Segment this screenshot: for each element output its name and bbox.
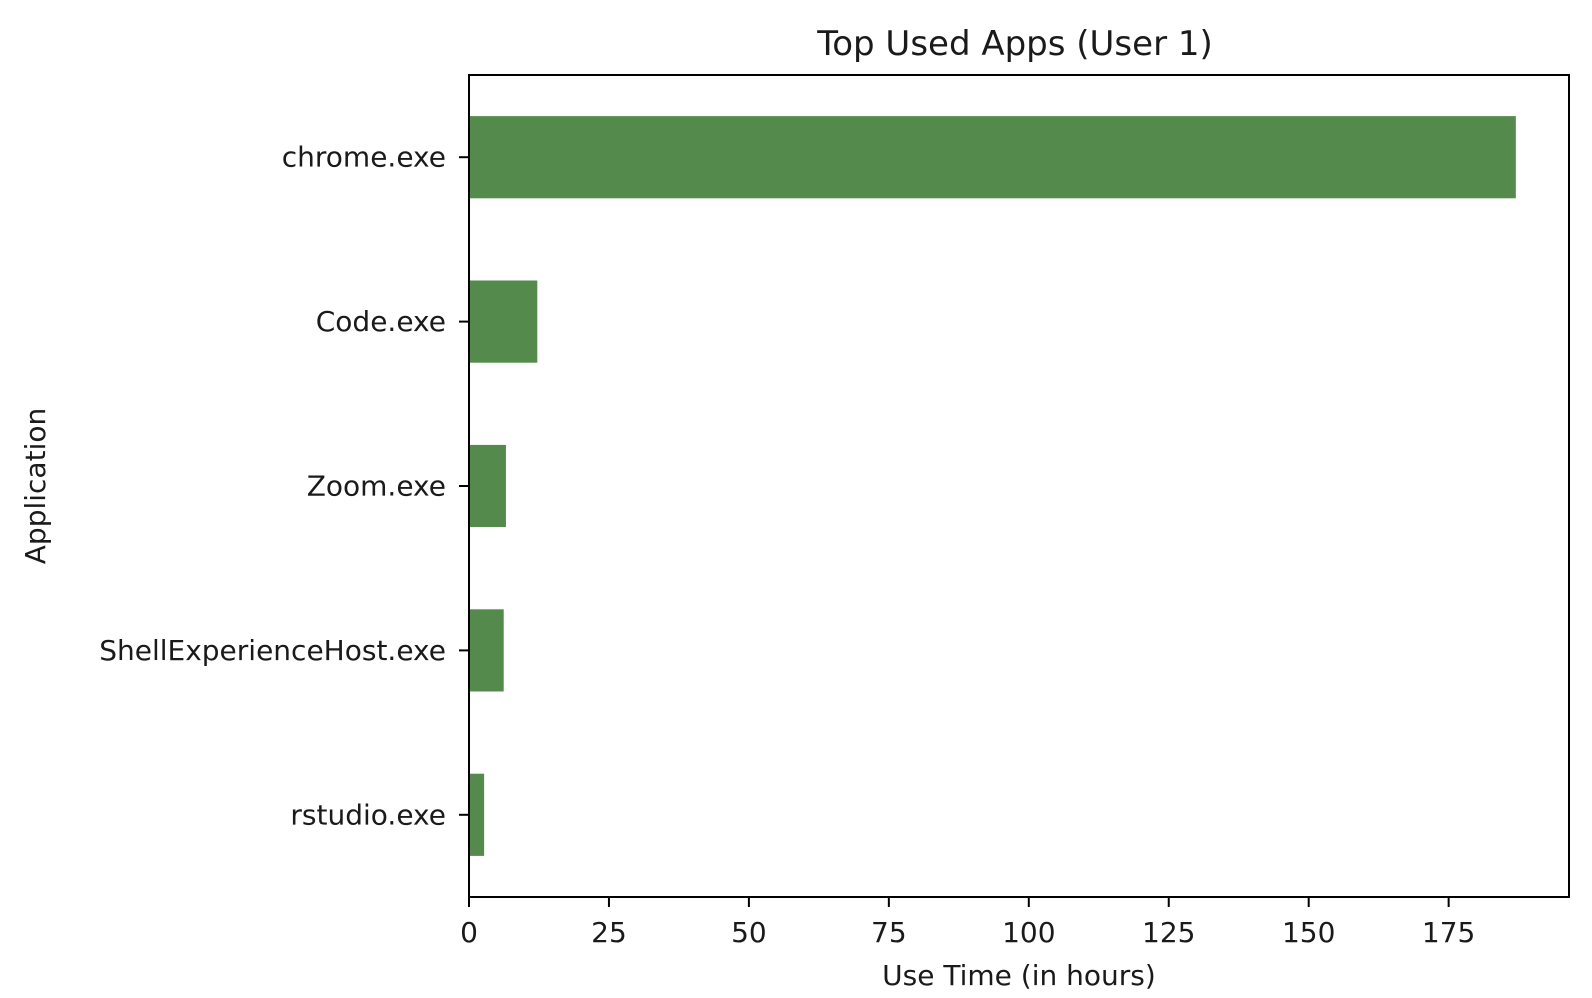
x-tick-label: 125 (1142, 916, 1195, 949)
y-axis-label: Application (19, 408, 52, 564)
x-tick-label: 50 (731, 916, 767, 949)
bar-chrome-exe (469, 116, 1516, 199)
y-tick-label: chrome.exe (282, 141, 446, 174)
y-axis: chrome.exe Code.exe Zoom.exe ShellExperienc… (99, 141, 469, 831)
bar-shellexperiencehost-exe (469, 609, 504, 692)
y-tick-label: ShellExperienceHost.exe (99, 634, 446, 667)
plot-frame (468, 74, 1570, 898)
bars (469, 116, 1516, 856)
y-tick-label: Zoom.exe (307, 470, 446, 503)
chart-title: Top Used Apps (User 1) (816, 24, 1213, 64)
bar-code-exe (469, 280, 538, 363)
x-tick-label: 25 (591, 916, 627, 949)
x-tick-label: 150 (1282, 916, 1335, 949)
x-tick-label: 75 (871, 916, 907, 949)
x-axis: 0 25 50 75 100 125 150 175 (460, 897, 1475, 949)
x-tick-label: 100 (1002, 916, 1055, 949)
x-axis-label: Use Time (in hours) (882, 959, 1156, 992)
bar-rstudio-exe (469, 773, 485, 856)
y-tick-label: rstudio.exe (290, 798, 446, 831)
bar-zoom-exe (469, 444, 506, 528)
x-tick-label: 175 (1422, 916, 1475, 949)
y-tick-label: Code.exe (316, 305, 446, 338)
x-tick-label: 0 (460, 916, 478, 949)
